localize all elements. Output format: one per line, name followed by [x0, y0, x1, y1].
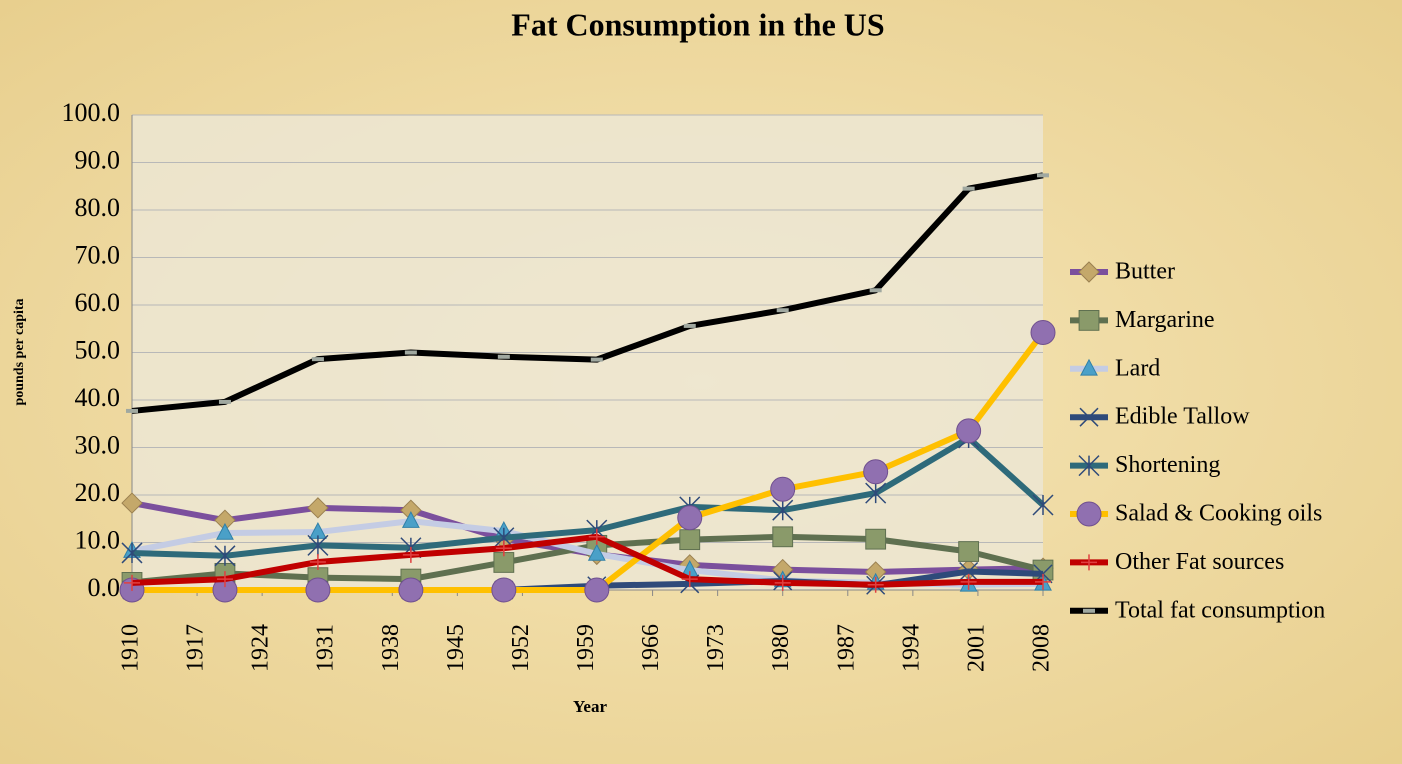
data-marker [956, 418, 982, 444]
x-tick-label: 1931 [313, 624, 339, 672]
x-tick-label: 1938 [378, 624, 404, 672]
data-marker [218, 399, 231, 404]
data-marker [865, 482, 887, 504]
data-marker [491, 577, 517, 603]
data-marker [121, 542, 143, 564]
y-tick-label: 80.0 [75, 193, 121, 222]
data-marker [307, 534, 329, 556]
y-tick-label: 90.0 [75, 145, 121, 174]
legend-label: Edible Tallow [1115, 404, 1250, 430]
data-marker [590, 357, 603, 362]
data-marker [402, 546, 419, 563]
data-marker [962, 186, 975, 191]
data-marker [683, 323, 696, 328]
data-marker [587, 543, 606, 561]
legend-marker [1078, 310, 1100, 331]
data-marker [960, 573, 977, 590]
data-marker [679, 529, 701, 551]
data-marker [307, 497, 329, 519]
data-marker [216, 522, 234, 540]
data-marker [404, 350, 417, 355]
y-tick-label: 100.0 [62, 98, 121, 127]
x-tick-label: 1917 [183, 624, 209, 672]
data-marker [309, 553, 326, 570]
data-marker [1032, 494, 1054, 516]
chart-title: Fat Consumption in the US [511, 6, 884, 42]
legend-label: Margarine [1115, 307, 1215, 333]
y-tick-label: 30.0 [75, 430, 121, 459]
legend-marker [1079, 407, 1099, 427]
data-marker [1035, 573, 1051, 590]
x-tick-label: 1952 [508, 624, 534, 672]
data-marker [588, 528, 605, 545]
x-tick-label: 1945 [443, 624, 469, 672]
data-marker [770, 476, 796, 502]
x-tick-label: 2001 [963, 624, 989, 672]
x-tick-label: 1994 [898, 624, 924, 672]
x-tick-label: 1973 [703, 624, 729, 672]
legend-marker [1078, 261, 1100, 283]
x-tick-label: 2008 [1029, 624, 1055, 672]
x-tick-label: 1910 [118, 624, 144, 672]
data-marker [772, 526, 794, 548]
legend-label: Salad & Cooking oils [1115, 501, 1322, 527]
data-marker [776, 308, 789, 313]
data-marker [305, 577, 331, 603]
y-tick-label: 40.0 [75, 383, 121, 412]
data-marker [865, 528, 887, 550]
data-marker [1037, 173, 1049, 178]
y-tick-label: 0.0 [88, 573, 121, 602]
legend-marker [1083, 608, 1095, 613]
x-axis-title: Year [573, 697, 607, 716]
x-tick-label: 1924 [248, 624, 274, 672]
legend-marker [1081, 554, 1097, 571]
y-tick-label: 70.0 [75, 240, 121, 269]
data-marker [867, 576, 884, 593]
y-axis-title: pounds per capita [12, 298, 27, 405]
data-marker [126, 408, 138, 413]
data-marker [1030, 320, 1056, 346]
data-marker [774, 574, 791, 591]
legend-label: Lard [1115, 355, 1160, 381]
data-marker [958, 541, 980, 562]
x-tick-label: 1966 [638, 624, 664, 672]
y-tick-label: 60.0 [75, 288, 121, 317]
data-marker [124, 574, 140, 591]
legend-marker [1080, 358, 1098, 376]
data-marker [869, 288, 882, 293]
x-tick-label: 1959 [573, 624, 599, 672]
data-marker [681, 571, 698, 588]
x-tick-label: 1987 [833, 624, 859, 672]
y-tick-label: 10.0 [75, 525, 121, 554]
data-marker [497, 354, 510, 359]
data-marker [398, 577, 424, 603]
legend-label: Other Fat sources [1115, 549, 1284, 575]
legend-label: Shortening [1115, 452, 1220, 478]
data-marker [677, 505, 703, 531]
y-tick-label: 20.0 [75, 478, 121, 507]
data-marker [495, 540, 512, 557]
data-marker [772, 499, 794, 521]
data-marker [311, 357, 324, 362]
y-tick-label: 50.0 [75, 335, 121, 364]
legend-marker [1076, 501, 1102, 527]
data-marker [959, 561, 979, 582]
data-marker [214, 545, 236, 567]
legend-label: Total fat consumption [1115, 597, 1325, 623]
legend-marker [1078, 455, 1100, 477]
x-tick-label: 1980 [768, 624, 794, 672]
legend-label: Butter [1115, 259, 1175, 285]
data-marker [401, 511, 420, 528]
data-marker [584, 577, 610, 603]
data-marker [121, 492, 143, 514]
data-marker [863, 459, 889, 485]
data-marker [216, 571, 233, 588]
